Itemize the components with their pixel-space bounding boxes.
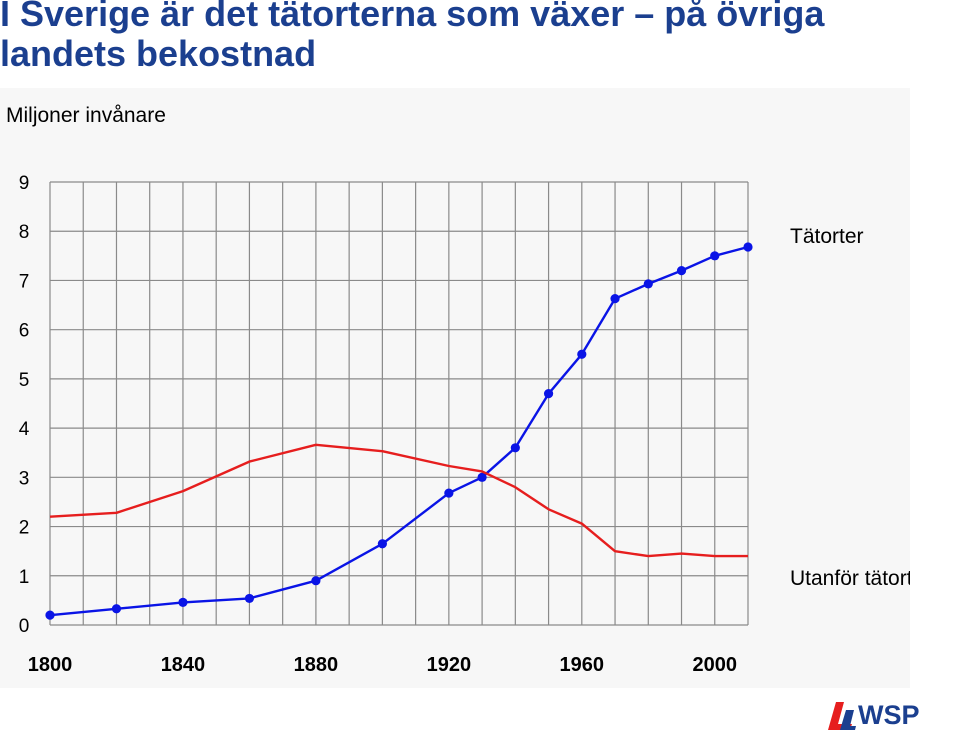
data-point [311,576,321,586]
chart-panel: 0 1 2 3 4 5 6 7 8 9 1800 1840 1880 1920 1960 2000 Miljon… [0,88,910,688]
y-tick-label: 2 [19,518,30,539]
x-tick-label: 1840 [161,654,206,676]
line-chart: 0 1 2 3 4 5 6 7 8 9 1800 1840 1880 1920 1960 2000 Miljon… [6,104,910,676]
data-point [743,242,753,252]
y-tick-label: 5 [19,370,30,391]
wsp-logo: WSP [828,700,920,730]
x-tick-label: 2000 [693,654,738,676]
y-tick-label: 1 [19,567,30,588]
x-tick-label: 1960 [560,654,605,676]
data-point [543,389,554,399]
data-point [477,472,487,482]
logo-mark-blue [840,710,856,730]
y-axis-label: Miljoner invånare [6,104,166,127]
slide-title: I Sverige är det tätorterna som växer – … [0,0,825,74]
y-tick-label: 0 [19,616,30,637]
x-tick-label: 1920 [427,654,472,676]
data-point [510,443,520,453]
logo-text: WSP [858,700,920,730]
series-label-tatorter: Tätorter [790,225,864,248]
data-point [178,597,188,607]
y-tick-label: 7 [19,271,30,292]
series-line-2 [49,443,748,558]
data-point [643,279,653,289]
x-tick-label: 1880 [294,654,339,676]
y-tick-label: 4 [19,419,30,440]
data-point [244,593,255,604]
y-tick-label: 6 [19,321,30,342]
y-tick-label: 3 [19,468,30,489]
data-point [45,610,55,620]
y-tick-label: 9 [19,173,30,194]
y-tick-label: 8 [19,222,30,243]
data-point [111,604,122,614]
series-line-1 [49,245,749,617]
data-point [676,266,687,276]
data-point [377,539,387,549]
data-point [577,349,587,359]
data-point [444,488,454,498]
series-label-utanfor-tatort: Utanför tätort [790,567,910,590]
data-point [710,251,720,261]
x-tick-label: 1800 [28,654,73,676]
logo-mark-red [828,702,852,730]
data-point [610,294,620,304]
